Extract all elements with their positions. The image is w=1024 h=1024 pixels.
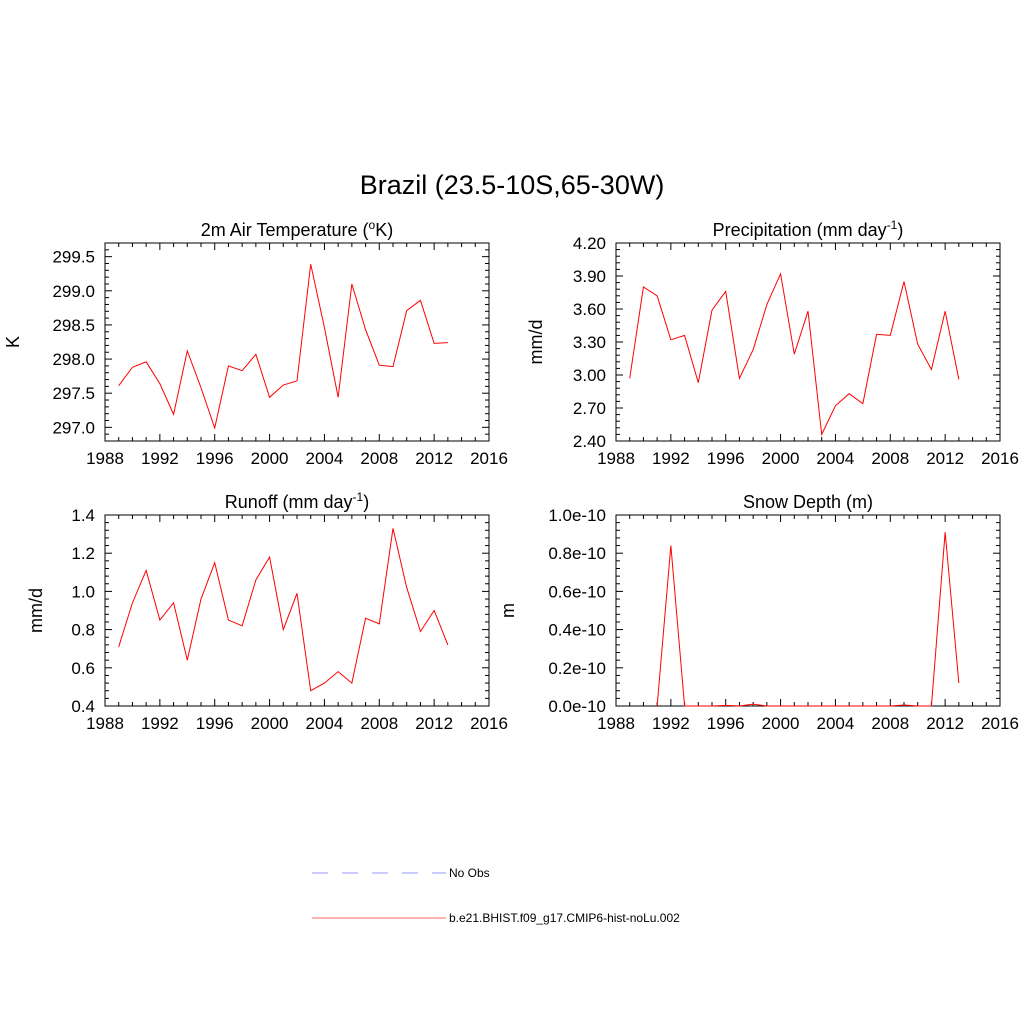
x-tick-label: 2004	[817, 714, 855, 733]
x-tick-label: 1996	[707, 714, 745, 733]
y-axis-label: K	[3, 336, 23, 348]
panel-title: Runoff (mm day-1)	[225, 490, 369, 512]
panel-2: Precipitation (mm day-1) mm/d 1988 1992 1996…	[526, 218, 1019, 468]
x-tick-label: 2004	[306, 714, 344, 733]
y-axis-label: m	[498, 603, 518, 618]
panel-title-superscript: -1	[887, 218, 898, 232]
x-tick-label: 2008	[871, 449, 909, 468]
x-tick-label: 1992	[652, 449, 690, 468]
x-tick-label: 2008	[360, 714, 398, 733]
y-tick-label: 2.70	[573, 399, 606, 418]
x-tick-label: 2016	[470, 714, 508, 733]
x-tick-label: 1996	[196, 449, 234, 468]
y-tick-label: 4.20	[573, 234, 606, 253]
x-tick-label: 1988	[86, 449, 124, 468]
x-tick-label: 2000	[762, 449, 800, 468]
y-tick-label: 299.5	[52, 248, 95, 267]
panel-4: Snow Depth (m) m 1988 1992 1996 2000 2004 2008 2…	[498, 492, 1019, 733]
x-tick-label: 2016	[470, 449, 508, 468]
panel-title: Snow Depth (m)	[743, 492, 873, 512]
x-tick-label: 1988	[597, 449, 635, 468]
y-tick-label: 3.60	[573, 300, 606, 319]
y-axis-label: mm/d	[526, 320, 546, 365]
y-tick-label: 0.2e-10	[548, 659, 606, 678]
figure-title: Brazil (23.5-10S,65-30W)	[359, 170, 665, 200]
panel-title-tail: K)	[375, 220, 393, 240]
y-tick-label: 0.0e-10	[548, 697, 606, 716]
y-tick-label: 1.4	[71, 506, 95, 525]
y-tick-label: 1.0	[71, 582, 95, 601]
panel-title-main: Runoff (mm day	[225, 492, 353, 512]
x-tick-label: 2012	[415, 714, 453, 733]
legend-label-2: b.e21.BHIST.f09_g17.CMIP6-hist-noLu.002	[449, 911, 680, 925]
y-tick-label: 297.0	[52, 418, 95, 437]
x-tick-label: 2000	[762, 714, 800, 733]
x-tick-label: 2000	[251, 714, 289, 733]
x-tick-label: 2004	[817, 449, 855, 468]
x-tick-label: 1992	[652, 714, 690, 733]
x-tick-label: 2016	[981, 714, 1019, 733]
x-tick-label: 2012	[926, 449, 964, 468]
panel-title-superscript: o	[369, 218, 376, 232]
legend: No Obs b.e21.BHIST.f09_g17.CMIP6-hist-noL…	[312, 866, 680, 925]
x-tick-label: 2004	[306, 449, 344, 468]
y-tick-label: 0.8e-10	[548, 544, 606, 563]
y-tick-label: 297.5	[52, 384, 95, 403]
x-tick-label: 2012	[926, 714, 964, 733]
y-tick-label: 2.40	[573, 432, 606, 451]
panel-title-main: Precipitation (mm day	[713, 220, 887, 240]
y-tick-label: 3.90	[573, 267, 606, 286]
x-tick-label: 1992	[141, 449, 179, 468]
y-tick-label: 0.8	[71, 621, 95, 640]
y-axis-label: mm/d	[26, 588, 46, 633]
y-tick-label: 0.4e-10	[548, 621, 606, 640]
panel-title: Precipitation (mm day-1)	[713, 218, 904, 240]
plot-frame	[615, 242, 1001, 442]
y-tick-label: 298.0	[52, 350, 95, 369]
x-tick-label: 2000	[251, 449, 289, 468]
panel-3: Runoff (mm day-1) mm/d 1988 1992 1996 2000 200…	[26, 490, 508, 733]
y-tick-label: 0.6e-10	[548, 582, 606, 601]
panel-title-superscript: -1	[353, 490, 364, 504]
panel-title-tail: )	[897, 220, 903, 240]
plot-frame	[104, 514, 490, 707]
x-tick-label: 1996	[707, 449, 745, 468]
x-tick-label: 2012	[415, 449, 453, 468]
plot-frame	[615, 514, 1001, 707]
series-line	[629, 272, 960, 437]
panel-title-main: 2m Air Temperature (	[201, 220, 369, 240]
series-line	[118, 264, 448, 430]
x-tick-label: 1988	[86, 714, 124, 733]
x-tick-label: 2016	[981, 449, 1019, 468]
y-tick-label: 1.2	[71, 544, 95, 563]
x-tick-label: 1988	[597, 714, 635, 733]
y-tick-label: 1.0e-10	[548, 506, 606, 525]
y-tick-label: 3.30	[573, 333, 606, 352]
series-line	[656, 532, 960, 707]
x-tick-label: 2008	[871, 714, 909, 733]
y-tick-label: 299.0	[52, 282, 95, 301]
x-tick-label: 1992	[141, 714, 179, 733]
series-line	[118, 528, 449, 692]
plot-frame	[104, 242, 490, 442]
legend-label-1: No Obs	[449, 866, 490, 880]
panel-title-main: Snow Depth (m)	[743, 492, 873, 512]
y-tick-label: 0.4	[71, 697, 95, 716]
y-tick-label: 3.00	[573, 366, 606, 385]
panel-1: 2m Air Temperature (oK) K 1988 1992 1996 2000…	[3, 218, 508, 468]
y-tick-label: 0.6	[71, 659, 95, 678]
panels-group: 2m Air Temperature (oK) K 1988 1992 1996 2000…	[3, 218, 1019, 733]
y-tick-label: 298.5	[52, 316, 95, 335]
x-tick-label: 2008	[360, 449, 398, 468]
panel-title-tail: )	[363, 492, 369, 512]
panel-title: 2m Air Temperature (oK)	[201, 218, 393, 240]
x-tick-label: 1996	[196, 714, 234, 733]
